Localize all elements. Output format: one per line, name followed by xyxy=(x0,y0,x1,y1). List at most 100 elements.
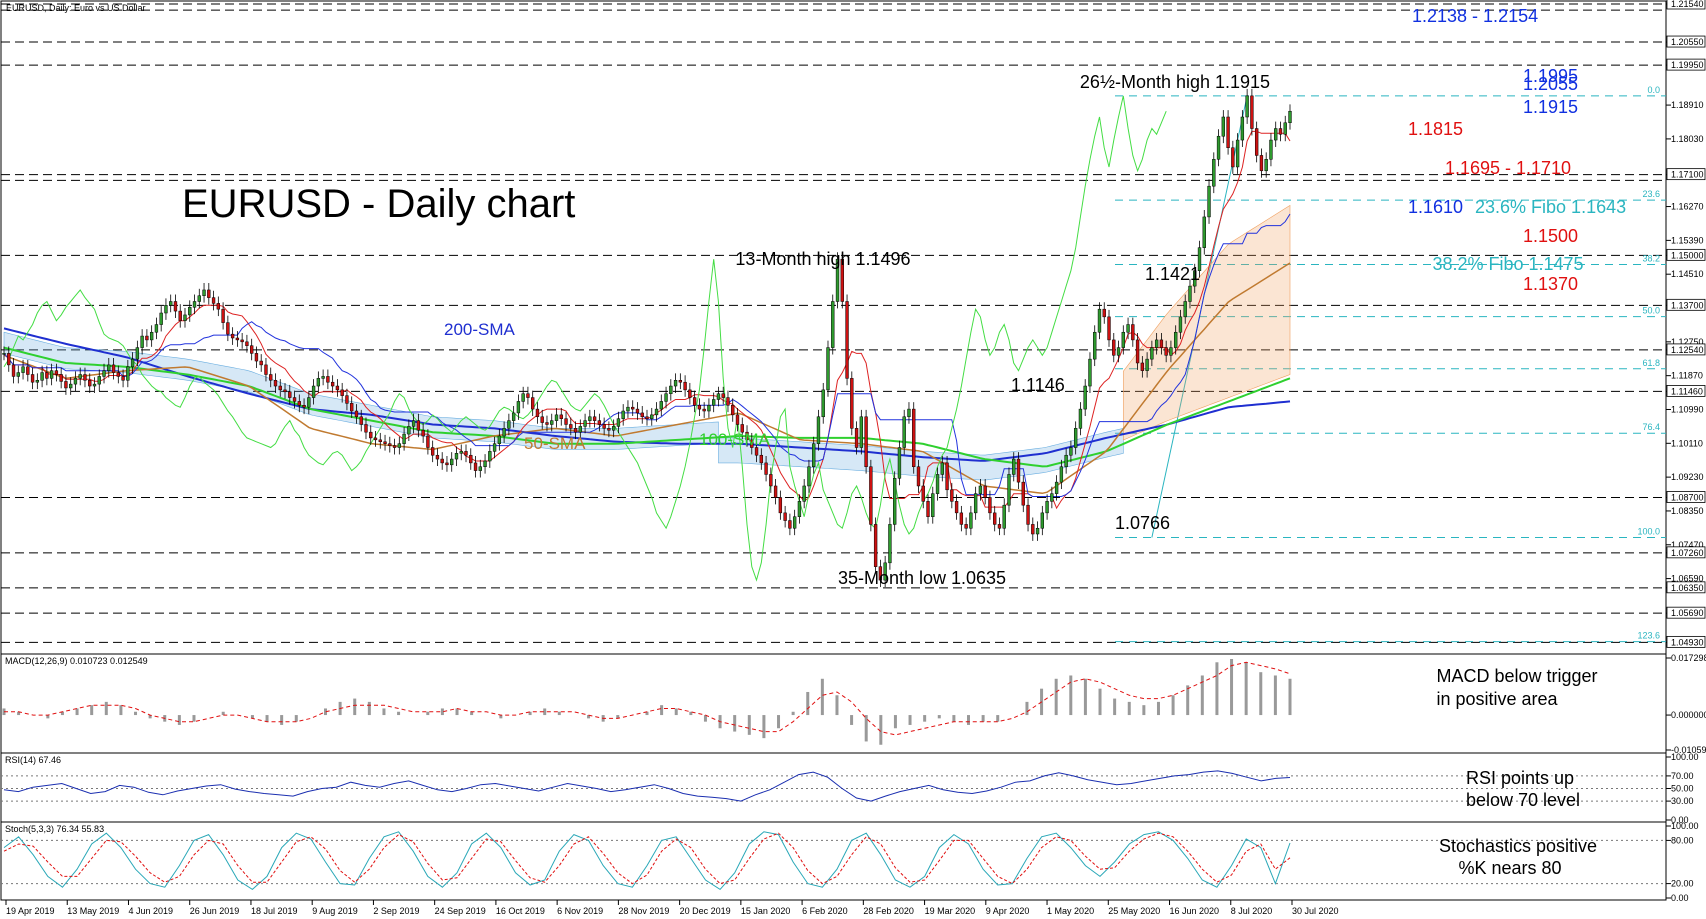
date-tick-label: 6 Nov 2019 xyxy=(557,906,603,916)
date-tick-label: 16 Jun 2020 xyxy=(1170,906,1220,916)
candle-body xyxy=(688,389,692,398)
candle-body xyxy=(11,364,16,377)
fibo-236-label: 23.6% Fibo 1.1643 xyxy=(1475,197,1626,217)
date-tick-label: 13 May 2019 xyxy=(67,906,119,916)
candle-body xyxy=(745,431,749,441)
candle-body xyxy=(835,258,840,302)
candle-body xyxy=(278,385,282,391)
candle-body xyxy=(330,381,335,387)
candle-body xyxy=(211,297,216,304)
price-tick-label: 1.07470 xyxy=(1671,540,1704,550)
candle-body xyxy=(1150,347,1154,360)
candle-body xyxy=(1183,301,1187,318)
candle-body xyxy=(1126,324,1130,333)
candle-body xyxy=(135,347,140,360)
candle-body xyxy=(245,341,249,346)
date-tick-label: 26 Jun 2019 xyxy=(190,906,240,916)
date-tick-label: 15 Jan 2020 xyxy=(741,906,791,916)
candle-body xyxy=(650,414,654,419)
candle-body xyxy=(821,389,825,418)
candle-body xyxy=(873,524,878,567)
candle-body xyxy=(1231,147,1235,168)
moving-averages xyxy=(3,95,1291,582)
price-tag xyxy=(1666,491,1706,503)
candle-body xyxy=(716,393,721,400)
candle-body xyxy=(1188,285,1192,302)
candle-body xyxy=(1035,527,1040,535)
candle-body xyxy=(288,391,292,398)
date-tick-label: 20 Dec 2019 xyxy=(680,906,731,916)
candle-body xyxy=(773,485,778,498)
price-tag xyxy=(1666,385,1706,397)
candle-body xyxy=(116,372,120,377)
date-tick-label: 6 Feb 2020 xyxy=(802,906,848,916)
price-tick-label: 1.08350 xyxy=(1671,506,1704,516)
candle-body xyxy=(335,385,340,391)
price-tick-label: 1.11870 xyxy=(1671,371,1703,381)
candle-body xyxy=(1159,339,1164,348)
candle-body xyxy=(1288,110,1292,124)
level-1610: 1.1610 xyxy=(1408,197,1463,217)
candle-body xyxy=(450,458,454,466)
candle-body xyxy=(316,378,321,387)
candle-body xyxy=(235,337,240,341)
candle-body xyxy=(64,381,68,389)
candle-body xyxy=(140,335,144,348)
macd-label: MACD(12,26,9) 0.010723 0.012549 xyxy=(5,656,148,666)
candle-body xyxy=(54,370,59,375)
fibo-382-label: 38.2% Fibo 1.1475 xyxy=(1432,254,1583,274)
candle-body xyxy=(473,462,478,471)
candle-body xyxy=(645,416,649,419)
level-1995: 1.1995 xyxy=(1523,66,1578,86)
price-tick-label: 1.10990 xyxy=(1671,404,1704,414)
stoch-tick-label: 80.00 xyxy=(1671,835,1694,845)
candle-body xyxy=(102,370,106,377)
candle-body xyxy=(764,462,768,475)
candle-body xyxy=(640,412,644,418)
price-tick-label: 1.11460 xyxy=(1671,386,1703,396)
candle-body xyxy=(369,431,373,439)
candle-body xyxy=(540,416,544,423)
candle-body xyxy=(1054,481,1059,494)
annotation-0766: 1.0766 xyxy=(1115,513,1170,533)
candle-body xyxy=(454,453,459,460)
candle-body xyxy=(826,347,830,391)
fibo-level-label: 100.0 xyxy=(1637,526,1660,536)
candle-body xyxy=(1207,185,1211,218)
date-tick-label: 16 Oct 2019 xyxy=(496,906,545,916)
rsi-tick-label: 100.00 xyxy=(1671,752,1699,762)
candle-body xyxy=(397,443,401,448)
candle-body xyxy=(359,416,363,425)
macd-tick-label: 0.000000 xyxy=(1671,710,1706,720)
label-200-sma: 200-SMA xyxy=(444,320,516,339)
candle-body xyxy=(483,460,487,467)
candle-body xyxy=(569,424,573,429)
candle-body xyxy=(812,443,816,467)
comment-stoch-1: Stochastics positive xyxy=(1439,836,1597,856)
candle-body xyxy=(250,345,254,354)
candle-body xyxy=(1269,139,1273,160)
candle-body xyxy=(183,314,187,321)
candle-body xyxy=(230,333,235,339)
candle-body xyxy=(959,512,964,525)
stoch-tick-label: 100.00 xyxy=(1671,821,1699,831)
candle-body xyxy=(659,401,663,410)
candle-body xyxy=(731,405,735,416)
price-tag xyxy=(1666,635,1706,648)
price-tag xyxy=(1666,168,1706,181)
candle-body xyxy=(926,501,930,517)
price-tag xyxy=(1666,581,1706,594)
candle-body xyxy=(802,485,806,502)
candle-body xyxy=(1274,128,1278,141)
candle-body xyxy=(178,310,182,321)
price-tag xyxy=(1666,606,1706,619)
candle-body xyxy=(26,366,30,375)
candle-body xyxy=(516,401,521,414)
comment-rsi-2: below 70 level xyxy=(1466,790,1580,810)
candle-body xyxy=(869,466,873,525)
price-tick-label: 1.04930 xyxy=(1671,637,1704,647)
candle-body xyxy=(940,462,944,475)
candle-body xyxy=(1174,331,1178,348)
candle-body xyxy=(545,422,549,425)
